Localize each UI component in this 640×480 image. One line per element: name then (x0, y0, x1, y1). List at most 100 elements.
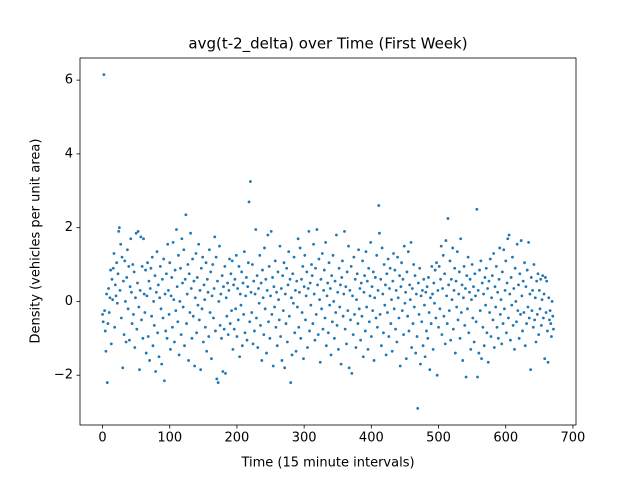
point (173, 268, 177, 272)
point (154, 290, 158, 294)
point (276, 270, 280, 274)
point (360, 314, 364, 318)
point (118, 288, 122, 292)
point (425, 329, 428, 333)
point (171, 325, 174, 329)
point (460, 283, 464, 287)
point (308, 281, 312, 285)
point (349, 318, 352, 322)
point (135, 327, 139, 331)
point (143, 311, 147, 314)
point (257, 301, 261, 305)
point (392, 252, 395, 255)
point (498, 312, 502, 316)
point (298, 246, 302, 250)
point (242, 250, 246, 254)
point (250, 311, 254, 314)
point (505, 281, 509, 285)
point (253, 292, 257, 296)
point (535, 312, 539, 316)
point (220, 274, 224, 278)
point (240, 344, 244, 348)
point (183, 344, 186, 348)
point (140, 318, 143, 322)
point (201, 340, 205, 344)
point (217, 300, 221, 303)
point (139, 235, 143, 239)
point (246, 285, 250, 289)
point (172, 298, 176, 301)
point (126, 307, 130, 311)
plot-frame (79, 57, 577, 426)
point (396, 255, 399, 259)
point (216, 279, 219, 283)
point (356, 322, 360, 325)
point (371, 309, 375, 313)
point (310, 274, 314, 278)
point (288, 277, 292, 281)
point (398, 364, 402, 368)
point (136, 229, 140, 233)
point (189, 231, 192, 235)
point (293, 331, 297, 335)
point (435, 373, 439, 377)
point (471, 316, 475, 320)
point (533, 296, 537, 300)
point (544, 311, 548, 314)
point (450, 298, 454, 301)
point (126, 248, 129, 252)
point (131, 263, 135, 266)
point (279, 287, 283, 290)
point (361, 259, 365, 263)
point (549, 322, 553, 325)
point (480, 357, 483, 361)
point (421, 288, 424, 292)
point (333, 279, 337, 283)
point (534, 340, 538, 344)
point (338, 305, 342, 309)
point (449, 338, 453, 342)
point (348, 288, 352, 292)
point (388, 287, 391, 290)
point (140, 264, 144, 268)
point (178, 300, 182, 303)
point (516, 309, 520, 313)
point (484, 266, 488, 270)
point (261, 268, 264, 272)
point (492, 346, 496, 349)
point (345, 342, 348, 346)
point (388, 266, 392, 270)
point (378, 231, 381, 235)
point (179, 333, 183, 337)
point (159, 307, 163, 311)
point (171, 241, 175, 244)
point (505, 331, 508, 335)
point (164, 272, 168, 276)
point (540, 298, 544, 301)
point (215, 377, 219, 381)
point (352, 255, 356, 259)
point (531, 288, 535, 292)
point (240, 270, 244, 274)
point (256, 346, 260, 349)
point (405, 270, 409, 274)
point (174, 309, 178, 313)
point (529, 368, 533, 372)
point (319, 277, 323, 281)
point (223, 264, 227, 268)
point (207, 335, 211, 338)
point (273, 305, 276, 309)
point (219, 292, 223, 296)
point (477, 351, 481, 355)
point (266, 233, 270, 237)
point (423, 303, 426, 307)
point (507, 233, 511, 237)
point (142, 292, 146, 296)
point (203, 298, 207, 301)
point (439, 244, 443, 248)
point (257, 287, 260, 290)
point (144, 268, 147, 272)
x-tick-label: 200 (225, 431, 250, 446)
point (115, 261, 119, 265)
